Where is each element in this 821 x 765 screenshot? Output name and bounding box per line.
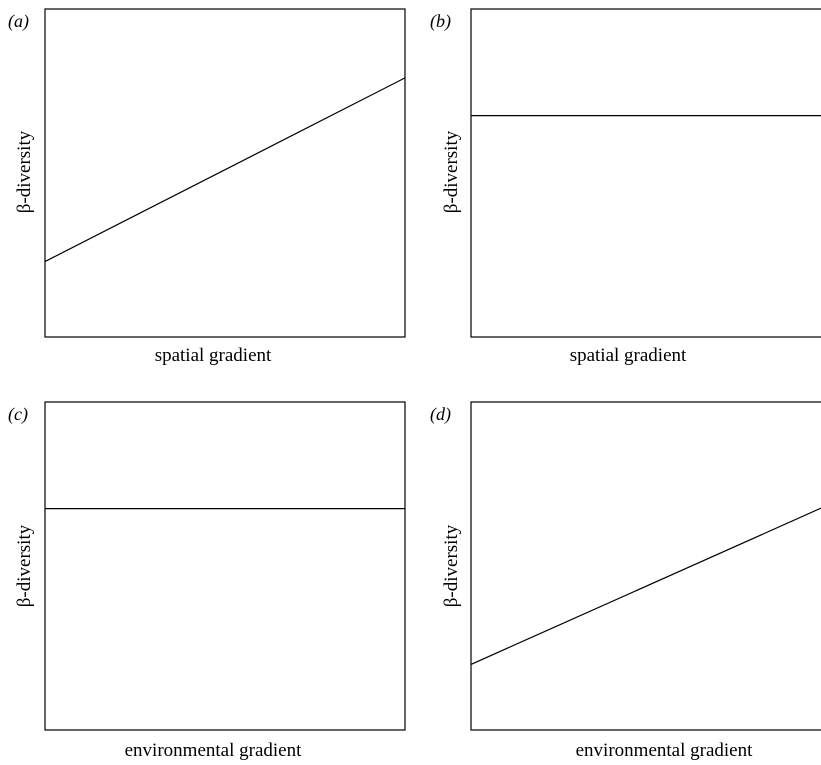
x-axis-label: spatial gradient — [155, 345, 272, 366]
plot-frame — [44, 8, 406, 338]
plot-frame — [44, 401, 406, 731]
x-axis-label: spatial gradient — [570, 345, 687, 366]
panel-a: (a) β-diversity spatial gradient — [8, 8, 406, 366]
panel-c: (c) β-diversity environmental gradient — [8, 401, 406, 761]
x-axis-label: environmental gradient — [125, 740, 302, 761]
y-axis-label: β-diversity — [441, 130, 462, 213]
panel-label: (a) — [8, 11, 29, 32]
y-axis-label: β-diversity — [441, 524, 462, 607]
panel-label: (c) — [8, 404, 28, 425]
panel-label: (d) — [430, 404, 451, 425]
x-axis-label: environmental gradient — [576, 740, 753, 761]
series-line — [44, 77, 406, 263]
y-axis-label: β-diversity — [14, 130, 35, 213]
y-axis-label: β-diversity — [14, 524, 35, 607]
panel-label: (b) — [430, 11, 451, 32]
panel-d: (d) β-diversity environmental gradient — [430, 401, 821, 761]
plot-frame — [470, 401, 821, 731]
plot-frame — [470, 8, 821, 338]
panel-b: (b) β-diversity spatial gradient — [430, 8, 821, 366]
series-line — [470, 507, 821, 665]
